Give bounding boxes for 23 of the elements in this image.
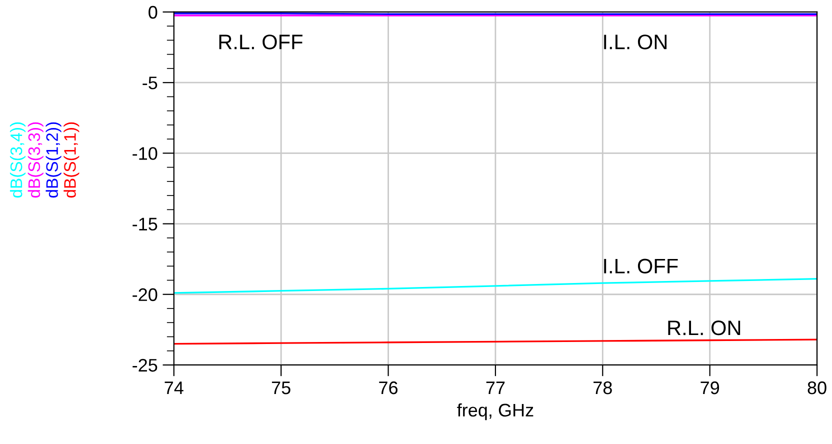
x-axis-title: freq, GHz [457, 403, 534, 420]
x-tick-label: 75 [272, 382, 290, 394]
text: dB(S(3,3)) [28, 122, 44, 198]
y-tick-label: 0 [148, 6, 158, 19]
annotation: R.L. OFF [219, 34, 302, 50]
x-tick-label: 74 [164, 382, 184, 394]
y-tick-label: -10 [132, 147, 158, 160]
annotation: R.L. ON [668, 320, 740, 336]
y-tick-label: -15 [132, 218, 158, 230]
x-tick-label: 76 [379, 381, 398, 394]
y-tick-label: -25 [132, 358, 158, 372]
x-tick-label: 77 [486, 382, 505, 394]
y-tick-label: -20 [132, 288, 158, 302]
y-tick-label: -5 [142, 76, 158, 90]
x-tick-label: 80 [808, 381, 826, 394]
annotation: I.L. OFF [604, 258, 678, 274]
line-series [174, 278, 818, 294]
x-tick-label: 79 [700, 381, 720, 394]
text: dB(S(1,2)) [46, 122, 62, 198]
annotation: I.L. ON [604, 34, 667, 50]
text: dB(S(1,1)) [64, 122, 80, 198]
text: dB(S(3,4)) [10, 122, 26, 198]
x-tick-label: 78 [594, 381, 612, 394]
